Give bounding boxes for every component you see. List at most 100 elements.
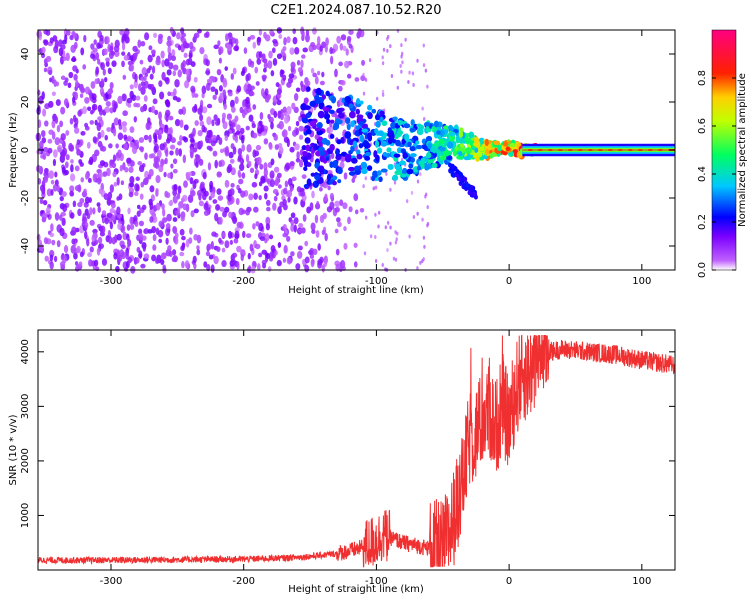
- spectrogram-noise-speck: [88, 197, 92, 203]
- spectrogram-noise-speck: [91, 234, 96, 243]
- spectrogram-noise-speck: [424, 192, 428, 197]
- spectrogram-noise-speck: [102, 68, 106, 76]
- spectrogram-noise-speck: [241, 209, 246, 215]
- spectrogram-noise-speck: [219, 206, 225, 212]
- spectrogram-noise-speck: [96, 247, 101, 256]
- spectrogram-noise-speck: [184, 80, 190, 89]
- spectrogram-noise-speck: [182, 154, 187, 164]
- spectrogram-noise-speck: [51, 239, 56, 246]
- spectrogram-noise-speck: [218, 216, 223, 225]
- spectrogram-signal-mark: [458, 150, 463, 157]
- spectrogram-noise-speck: [80, 130, 86, 136]
- spectrogram-noise-speck: [219, 92, 223, 100]
- spectrogram-noise-speck: [108, 50, 114, 60]
- spectrogram-noise-speck: [229, 239, 233, 245]
- spectrogram-noise-speck: [145, 122, 151, 131]
- spectrogram-noise-speck: [148, 168, 154, 177]
- spectrogram-noise-speck: [97, 206, 101, 213]
- spectrogram-noise-speck: [161, 203, 165, 210]
- spectrogram-signal-mark: [346, 123, 351, 131]
- spectrogram-noise-speck: [339, 260, 346, 269]
- spectrogram-signal-mark: [448, 162, 453, 168]
- spectrogram-noise-speck: [342, 202, 348, 210]
- spectrogram-noise-speck: [263, 185, 269, 192]
- spectrogram-signal-mark: [317, 110, 325, 119]
- spectrogram-signal-mark: [359, 100, 364, 105]
- spectrogram-noise-speck: [123, 142, 128, 151]
- spectrogram-noise-speck: [99, 225, 104, 234]
- spectrogram-noise-speck: [142, 75, 147, 82]
- spectrogram-noise-speck: [141, 204, 147, 211]
- spectrogram-noise-speck: [234, 134, 239, 144]
- spectrogram-noise-speck: [304, 264, 310, 273]
- spectrogram-noise-speck: [232, 146, 237, 155]
- spectrogram-noise-speck: [269, 29, 274, 36]
- spectrogram-noise-speck: [343, 226, 347, 232]
- spectrogram-noise-speck: [184, 260, 190, 269]
- spectrogram-noise-speck: [305, 29, 310, 36]
- spectrogram-noise-speck: [121, 34, 127, 42]
- spectrogram-noise-speck: [129, 126, 135, 134]
- spectrogram-noise-speck: [89, 120, 95, 125]
- spectrogram-noise-speck: [222, 121, 228, 130]
- spectrogram-noise-speck: [140, 86, 146, 95]
- spectrogram-signal-mark: [409, 145, 416, 152]
- spectrogram-noise-speck: [240, 190, 246, 198]
- spectrogram-noise-speck: [106, 167, 111, 177]
- spectrogram-noise-speck: [330, 152, 335, 160]
- spectrogram-noise-speck: [408, 234, 411, 239]
- spectrogram-noise-speck: [166, 213, 172, 222]
- spectrogram-noise-speck: [422, 235, 426, 240]
- spectrogram-noise-speck: [196, 249, 201, 256]
- spectrogram-noise-speck: [59, 120, 64, 128]
- spectrogram-signal-mark: [395, 139, 401, 147]
- spectrogram-noise-speck: [148, 45, 153, 51]
- spectrogram-signal-mark: [442, 149, 450, 157]
- spectrogram-noise-speck: [216, 68, 222, 76]
- spectrogram-noise-speck: [334, 200, 340, 207]
- spectrogram-signal-mark: [376, 170, 382, 176]
- spectrogram-noise-speck: [82, 64, 87, 70]
- spectrogram-noise-speck: [295, 87, 301, 92]
- spectrogram-noise-speck: [154, 143, 159, 153]
- spectrogram-noise-speck: [87, 177, 92, 183]
- spectrogram-noise-speck: [389, 44, 392, 49]
- spectrogram-noise-speck: [426, 84, 429, 89]
- spectrogram-signal-mark: [314, 161, 320, 169]
- spectrogram-noise-speck: [160, 50, 165, 59]
- spectrogram-noise-speck: [193, 208, 199, 214]
- spectrogram-noise-speck: [230, 183, 235, 188]
- spectrogram-signal-mark: [392, 116, 398, 121]
- spectrogram-signal-mark: [387, 137, 393, 145]
- spectrogram-noise-speck: [152, 98, 158, 105]
- spectrogram-signal-mark: [313, 143, 318, 151]
- spectrogram-noise-speck: [248, 193, 254, 201]
- spectrogram-noise-speck: [135, 184, 140, 192]
- spectrogram-signal-mark: [403, 153, 409, 158]
- spectrogram-noise-speck: [127, 207, 131, 215]
- spectrogram-signal-mark: [354, 165, 361, 171]
- spectrogram-noise-speck: [68, 71, 74, 79]
- spectrogram-noise-speck: [235, 124, 241, 131]
- spectrogram-noise-speck: [73, 252, 78, 260]
- spectrogram-noise-speck: [203, 32, 209, 38]
- spectrogram-noise-speck: [140, 263, 146, 269]
- spectrogram-noise-speck: [211, 119, 215, 127]
- spectrogram-noise-speck: [164, 58, 170, 67]
- spectrogram-noise-speck: [329, 201, 335, 210]
- snr-y-tick-label: 3000: [20, 394, 31, 419]
- spectrogram-noise-speck: [61, 217, 66, 226]
- spectrogram-noise-speck: [116, 176, 120, 186]
- spectrogram-noise-speck: [41, 212, 48, 221]
- spectrogram-noise-speck: [128, 182, 135, 188]
- spectrogram-noise-speck: [293, 224, 297, 233]
- spectrogram-noise-speck: [143, 228, 147, 234]
- spectrogram-noise-speck: [119, 29, 125, 36]
- spectrogram-noise-speck: [282, 129, 288, 138]
- spectrogram-noise-speck: [123, 134, 128, 140]
- spectrogram-noise-speck: [241, 172, 246, 179]
- spectrogram-noise-speck: [126, 97, 133, 104]
- spectrogram-signal-mark: [425, 152, 432, 159]
- spectrogram-noise-speck: [181, 242, 186, 250]
- spectrogram-noise-speck: [393, 180, 397, 185]
